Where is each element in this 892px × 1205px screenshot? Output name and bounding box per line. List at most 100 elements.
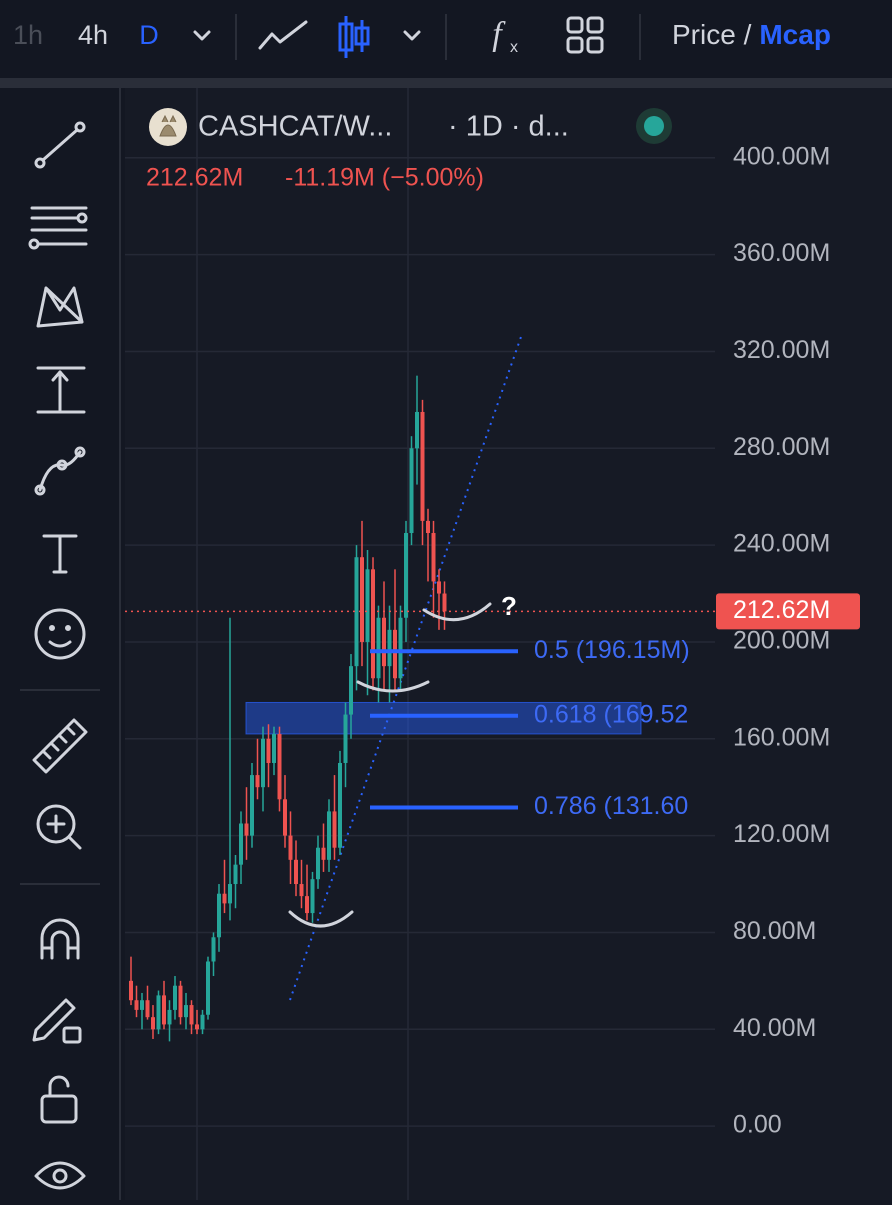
candle-body — [338, 762, 342, 848]
pattern-tool[interactable] — [36, 286, 84, 328]
indicators-button[interactable]: x — [510, 39, 518, 56]
candle-body — [283, 799, 287, 836]
symbol-name[interactable]: CASHCAT/W... — [198, 111, 392, 143]
price-label[interactable]: Price / — [672, 19, 752, 50]
overlays: 0.5 (196.15M) 0.618 (169.52 0.786 (131.60 — [125, 610, 715, 820]
candle-body — [371, 569, 375, 679]
lock-drawings-tool[interactable] — [32, 998, 82, 1044]
candle-body — [310, 879, 315, 914]
zoom-tool[interactable] — [36, 804, 82, 850]
candle-body — [409, 448, 414, 534]
candle-body — [426, 520, 430, 534]
candle-body — [420, 411, 425, 521]
path-tool[interactable] — [34, 446, 86, 496]
candle-body — [222, 893, 227, 904]
interval-dropdown[interactable] — [193, 30, 211, 41]
status-dot — [644, 116, 664, 136]
candle-body — [167, 1009, 172, 1025]
candle-body — [415, 411, 419, 449]
zone-layer — [245, 701, 642, 735]
y-tick-label: 280.00M — [733, 433, 830, 461]
candle-body — [327, 811, 331, 860]
candle-body — [162, 995, 166, 1025]
unlock-tool[interactable] — [40, 1075, 78, 1124]
candle-body — [134, 1000, 139, 1010]
last-price-label: 212.62M — [733, 596, 830, 624]
candle-body — [195, 1024, 199, 1030]
candle-body — [437, 581, 441, 594]
legend-price: 212.62M — [146, 164, 243, 192]
fib-tool[interactable] — [28, 206, 88, 250]
y-tick-label: 320.00M — [733, 336, 830, 364]
candle-body — [360, 557, 364, 642]
y-tick-label: 0.00 — [733, 1111, 782, 1139]
candle-body — [305, 896, 309, 914]
last-price-badge — [716, 593, 860, 630]
fib-level-label: 0.5 (196.15M) — [534, 636, 690, 664]
layout-button[interactable] — [566, 16, 604, 54]
candle-body — [343, 714, 348, 763]
candle-body — [316, 847, 320, 880]
grid — [125, 157, 715, 1127]
chart-panel — [125, 88, 892, 1200]
zone-box — [245, 701, 642, 735]
symbol-interval: · 1D · d... — [448, 111, 569, 143]
candle-body — [178, 985, 183, 1018]
candle-body — [321, 847, 326, 860]
magnet-tool[interactable] — [40, 918, 80, 960]
candle-body — [217, 893, 221, 938]
visibility-tool[interactable] — [34, 1161, 86, 1190]
candle-body — [173, 985, 177, 1010]
candles — [129, 375, 447, 1042]
interval-button[interactable]: 4h — [78, 20, 108, 50]
candle-body — [294, 859, 298, 885]
measure-tool[interactable] — [36, 366, 86, 414]
candle-body — [393, 629, 397, 679]
curve-annotations — [288, 602, 492, 928]
candle-body — [431, 533, 436, 582]
candle-body — [442, 593, 447, 612]
candle-body — [156, 995, 161, 1030]
candle-body — [228, 884, 232, 904]
mcap-label[interactable]: Mcap — [759, 19, 831, 50]
candle-body — [332, 811, 337, 848]
price-axis: 400.00M 360.00M 320.00M 280.00M 240.00M 200.0… — [716, 142, 860, 1139]
legend-change: -11.19M (−5.00%) — [285, 164, 484, 192]
trend-line-tool[interactable] — [34, 121, 86, 169]
y-tick-label: 40.00M — [733, 1014, 816, 1042]
y-tick-label: 200.00M — [733, 627, 830, 655]
y-tick-label: 360.00M — [733, 239, 830, 267]
candle-body — [398, 617, 403, 679]
candle-body — [354, 557, 359, 667]
separator — [0, 78, 892, 88]
ruler-tool[interactable] — [32, 718, 88, 774]
chart-type-dropdown[interactable] — [403, 30, 421, 41]
interval-button[interactable]: D — [139, 20, 159, 50]
fib-level-label: 0.618 (169.52 — [534, 700, 688, 728]
y-tick-label: 240.00M — [733, 530, 830, 558]
candle-body — [244, 823, 249, 836]
candle-chart-button[interactable] — [338, 16, 370, 58]
text-tool[interactable] — [42, 534, 78, 574]
candle-body — [233, 864, 238, 885]
emoji-tool[interactable] — [34, 608, 86, 660]
candle-body — [288, 835, 293, 860]
price-toggle[interactable]: Price / Mcap — [672, 19, 831, 50]
candle-body — [261, 738, 265, 788]
candle-body — [206, 961, 210, 1015]
candle-body — [387, 629, 392, 667]
y-tick-label: 400.00M — [733, 142, 830, 170]
fib-level-label: 0.786 (131.60 — [534, 792, 688, 820]
candle-body — [189, 1005, 194, 1025]
candle-body — [404, 533, 408, 618]
candle-body — [151, 1017, 155, 1030]
candle-body — [255, 775, 260, 788]
candle-body — [382, 617, 386, 667]
candle-body — [365, 569, 370, 642]
candle-body — [129, 980, 133, 1001]
candle-body — [239, 823, 243, 865]
line-chart-button[interactable] — [258, 20, 308, 50]
interval-button[interactable]: 1h — [13, 20, 43, 50]
